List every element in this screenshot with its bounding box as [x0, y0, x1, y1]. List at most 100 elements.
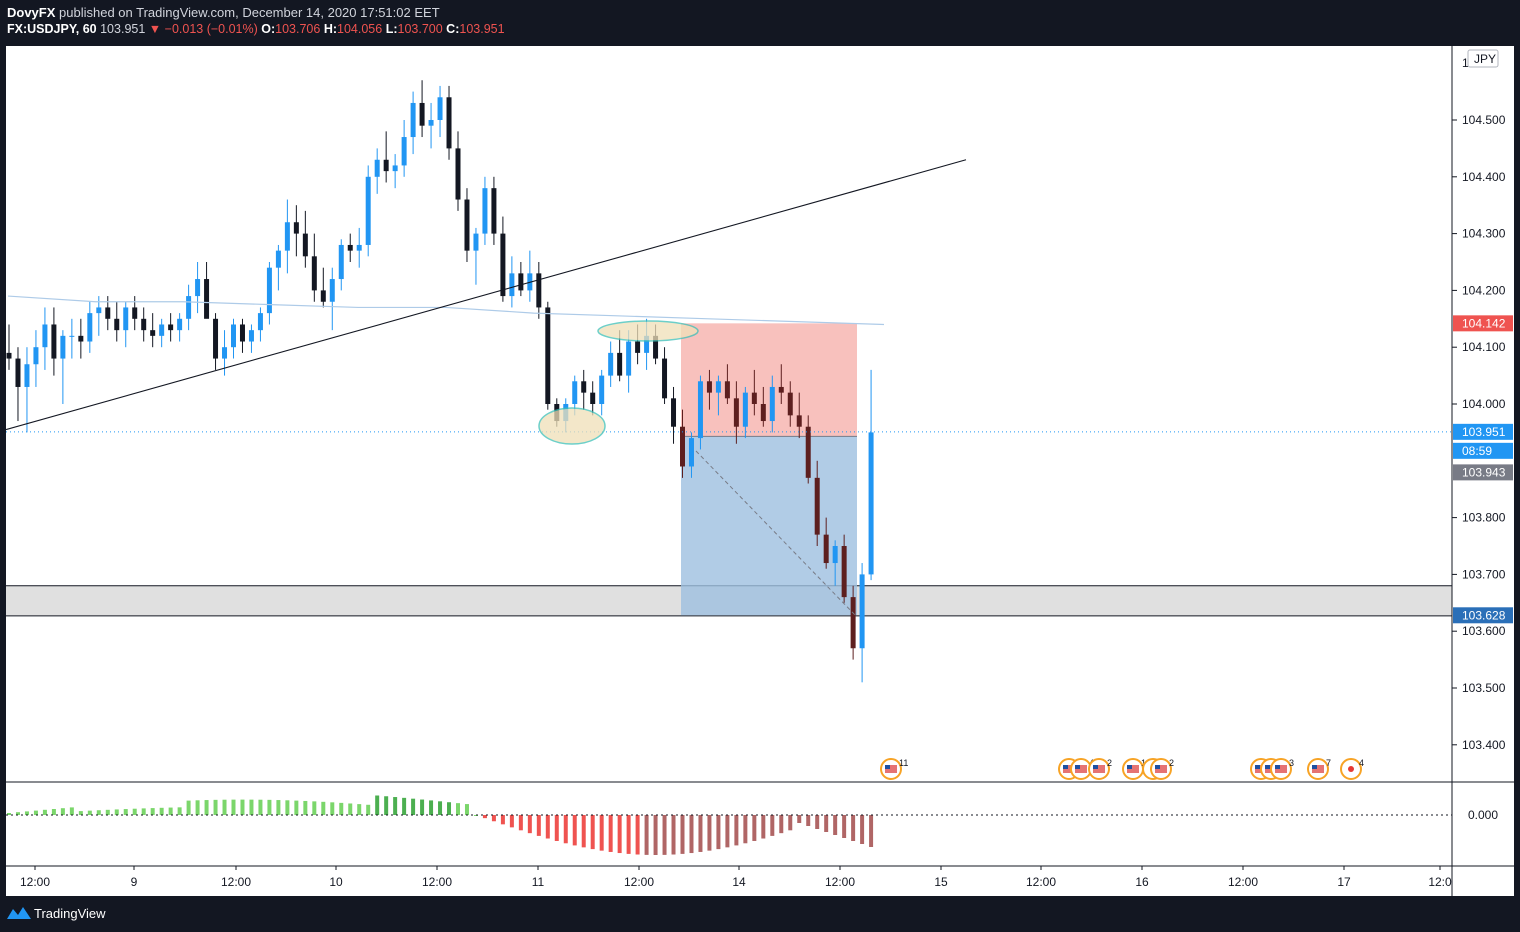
- price-tick-label: 103.700: [1462, 567, 1506, 581]
- oscillator-bar: [662, 815, 667, 855]
- oscillator-bar: [716, 815, 721, 850]
- oscillator-bar: [851, 815, 856, 841]
- candle: [841, 546, 847, 598]
- us-flag-canton: [1093, 765, 1098, 769]
- candle: [518, 273, 524, 291]
- oscillator-bar: [698, 815, 703, 852]
- candle: [814, 477, 820, 535]
- oscillator-bar: [222, 799, 227, 815]
- oscillator-bar: [797, 815, 802, 823]
- candle: [69, 335, 75, 337]
- candle: [787, 392, 793, 416]
- candle: [257, 313, 263, 331]
- oscillator-bar: [752, 815, 757, 841]
- candle: [105, 307, 111, 319]
- oscillator-bar: [815, 815, 820, 829]
- us-flag-icon: [1063, 765, 1075, 773]
- candle: [356, 244, 362, 251]
- oscillator-bar: [644, 815, 649, 855]
- time-label: 10: [329, 875, 343, 889]
- close-value: 103.951: [459, 22, 505, 36]
- candle: [473, 233, 479, 251]
- chart-area[interactable]: 11642123255374 104.500104.400104.300104.…: [6, 46, 1514, 896]
- candle: [742, 392, 748, 427]
- oscillator-bar: [294, 800, 299, 815]
- oscillator-bar: [195, 800, 200, 815]
- currency-badge[interactable]: [1467, 49, 1499, 68]
- take-profit-zone[interactable]: [681, 436, 857, 616]
- candle: [751, 392, 757, 404]
- oscillator-bar: [168, 807, 173, 815]
- candle: [437, 97, 443, 120]
- oscillator-bar: [78, 811, 83, 815]
- symbol-label[interactable]: FX:USDJPY, 60: [7, 22, 97, 36]
- stop-price-label-bg: [1453, 315, 1513, 332]
- prev-close-label-bg: [1453, 464, 1513, 481]
- oscillator-bar: [456, 803, 460, 815]
- oscillator-bar: [132, 808, 137, 815]
- time-label: 12:00: [1228, 875, 1258, 889]
- tradingview-logo-icon[interactable]: [7, 905, 31, 921]
- candle: [159, 324, 165, 336]
- oscillator-bar: [330, 802, 335, 815]
- candle: [239, 324, 245, 342]
- oscillator-bar: [7, 813, 11, 815]
- candle: [60, 335, 66, 359]
- projection-line: [695, 450, 857, 617]
- event-count: 3: [1289, 758, 1294, 768]
- oscillator-bar: [572, 815, 577, 846]
- price-chart[interactable]: 11642123255374 104.500104.400104.300104.…: [6, 46, 1514, 896]
- time-label: 15: [934, 875, 948, 889]
- tradingview-brand[interactable]: TradingView: [34, 906, 106, 921]
- price-tick-label: 103.800: [1462, 511, 1506, 525]
- publisher-line: DovyFX published on TradingView.com, Dec…: [7, 5, 440, 20]
- us-flag-icon: [1155, 765, 1167, 773]
- candle: [401, 137, 407, 166]
- us-flag-canton: [1255, 765, 1260, 769]
- trendline[interactable]: [6, 159, 967, 431]
- low-label: L:: [385, 22, 398, 36]
- candle: [410, 102, 416, 138]
- candle: [455, 148, 461, 200]
- candle: [697, 381, 703, 439]
- oscillator-bar: [24, 811, 29, 815]
- oscillator-bar: [545, 815, 550, 839]
- candle: [715, 381, 721, 393]
- candle: [6, 352, 12, 359]
- oscillator-bar: [536, 815, 541, 836]
- candle: [536, 273, 542, 308]
- author[interactable]: DovyFX: [7, 5, 56, 20]
- candle: [680, 426, 685, 467]
- us-flag-icon: [885, 765, 897, 773]
- price-tick-label: 104.400: [1462, 170, 1506, 184]
- oscillator-bar: [653, 815, 658, 855]
- countdown-label: 08:59: [1462, 444, 1492, 458]
- swing-high-marker[interactable]: [597, 320, 699, 342]
- oscillator-bar: [285, 800, 290, 815]
- candle: [33, 347, 39, 365]
- ohlc-line: FX:USDJPY, 60 103.951 ▼ −0.013 (−0.01%) …: [7, 22, 505, 36]
- candle: [572, 381, 578, 404]
- candle: [626, 341, 632, 376]
- oscillator-bar: [473, 815, 478, 816]
- moving-average-line: [7, 295, 885, 326]
- published-text: published on TradingView.com, December 1…: [55, 5, 440, 20]
- us-flag-canton: [885, 765, 890, 769]
- us-flag-canton: [1127, 765, 1132, 769]
- candle: [859, 574, 865, 649]
- price-tick-label: 104.000: [1462, 397, 1506, 411]
- oscillator-bar: [393, 797, 398, 815]
- stop-loss-zone[interactable]: [681, 323, 857, 437]
- oscillator-bar: [842, 815, 847, 838]
- candle: [329, 279, 335, 302]
- candle: [87, 313, 93, 342]
- oscillator-bar: [402, 797, 407, 815]
- oscillator-bar: [186, 800, 191, 815]
- oscillator-bar: [87, 810, 92, 815]
- oscillator-bar: [743, 815, 748, 844]
- candle: [823, 534, 829, 564]
- oscillator-bar: [384, 796, 389, 815]
- price-tick-label: 104.100: [1462, 340, 1506, 354]
- swing-low-marker[interactable]: [538, 407, 606, 445]
- target-price-label-bg: [1453, 607, 1513, 624]
